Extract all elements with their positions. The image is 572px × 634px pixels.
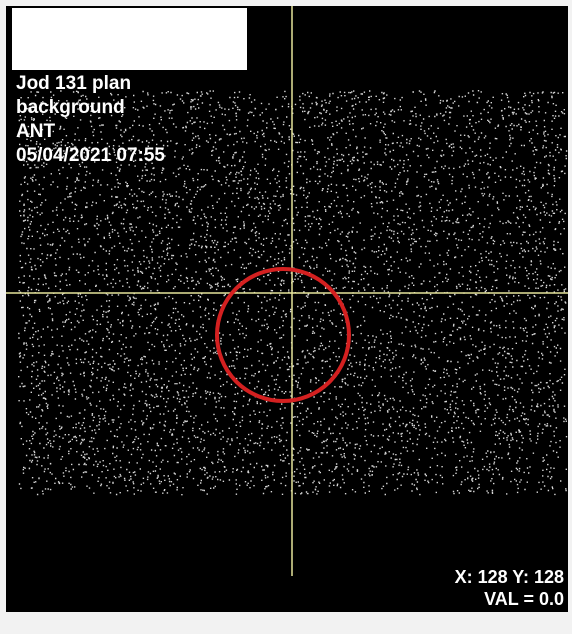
position: X: 128 Y: 128 bbox=[454, 567, 564, 587]
info-line: ANT bbox=[16, 121, 56, 142]
info-line: background bbox=[16, 97, 125, 118]
image-viewer: Jod 131 plan background ANT 05/04/2021 0… bbox=[6, 6, 568, 612]
info-line: Jod 131 plan bbox=[16, 73, 132, 94]
image-canvas bbox=[6, 6, 568, 576]
noise-dots bbox=[18, 90, 568, 496]
roi-circle bbox=[215, 267, 351, 403]
info-overlay: Jod 131 plan background ANT 05/04/2021 0… bbox=[16, 72, 165, 168]
status-overlay: X: 128 Y: 128 VAL = 0.0 bbox=[448, 564, 568, 612]
info-line: 05/04/2021 07:55 bbox=[16, 145, 165, 166]
pixel-value: VAL = 0.0 bbox=[484, 589, 564, 609]
blank-box bbox=[12, 8, 247, 70]
